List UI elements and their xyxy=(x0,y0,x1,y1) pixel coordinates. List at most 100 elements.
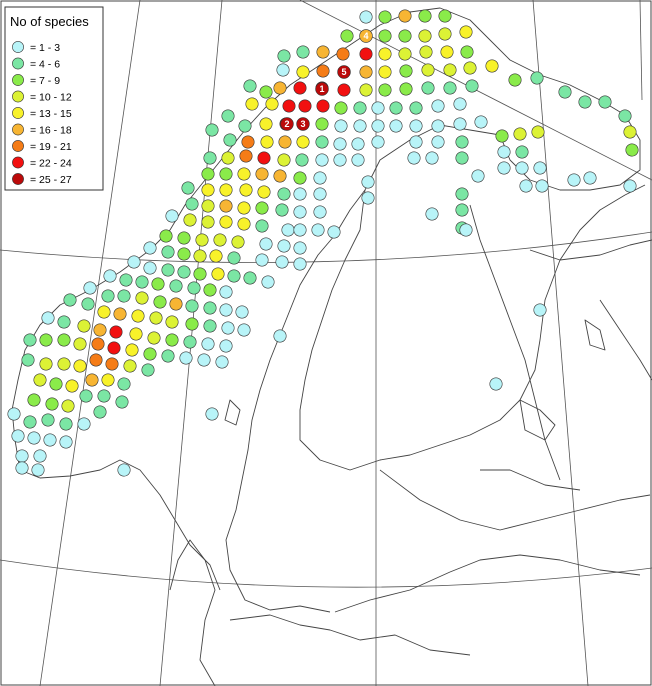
species-cell xyxy=(103,269,117,283)
coastline xyxy=(379,469,651,531)
species-cell xyxy=(115,395,129,409)
species-cell xyxy=(353,119,367,133)
species-cell xyxy=(497,161,511,175)
species-cell xyxy=(83,281,97,295)
species-cell xyxy=(187,281,201,295)
species-cell xyxy=(315,153,329,167)
species-cell xyxy=(101,289,115,303)
species-cell xyxy=(39,333,53,347)
species-cell xyxy=(273,81,287,95)
species-cell xyxy=(336,47,350,61)
graticule-line xyxy=(39,0,141,686)
species-cell xyxy=(45,397,59,411)
legend-label: = 19 - 21 xyxy=(30,141,72,153)
coastline xyxy=(519,399,556,441)
species-cell xyxy=(463,61,477,75)
graticule-line xyxy=(0,559,652,588)
species-cell xyxy=(460,45,474,59)
legend: No of species = 1 - 3 = 4 - 6 = 7 - 9 = 10 … xyxy=(4,6,104,191)
species-cell xyxy=(455,187,469,201)
species-cells xyxy=(7,9,639,477)
species-cell xyxy=(11,429,25,443)
species-cell xyxy=(334,101,348,115)
numbered-site-label: 3 xyxy=(300,119,305,129)
species-cell xyxy=(213,233,227,247)
species-cell xyxy=(237,217,251,231)
species-cell xyxy=(89,353,103,367)
species-cell xyxy=(333,153,347,167)
species-cell xyxy=(238,119,252,133)
species-cell xyxy=(141,363,155,377)
species-cell xyxy=(105,357,119,371)
species-cell xyxy=(293,187,307,201)
species-cell xyxy=(259,85,273,99)
species-cell xyxy=(598,95,612,109)
species-cell xyxy=(243,79,257,93)
coastline xyxy=(11,7,641,471)
species-cell xyxy=(227,269,241,283)
species-cell xyxy=(97,305,111,319)
species-cell xyxy=(165,315,179,329)
species-cell xyxy=(277,239,291,253)
numbered-site-marker xyxy=(296,117,310,131)
species-cell xyxy=(578,95,592,109)
legend-swatch xyxy=(12,90,24,103)
species-cell xyxy=(161,263,175,277)
species-cell xyxy=(438,9,452,23)
species-cell xyxy=(351,153,365,167)
legend-label: = 4 - 6 xyxy=(30,59,60,71)
species-cell xyxy=(201,183,215,197)
species-cell xyxy=(177,247,191,261)
numbered-sites: 1 2 3 4 5 xyxy=(280,29,373,131)
species-cell xyxy=(57,333,71,347)
species-cell xyxy=(531,125,545,139)
species-cell xyxy=(419,45,433,59)
species-cell xyxy=(181,181,195,195)
species-cell xyxy=(7,407,21,421)
species-cell xyxy=(129,327,143,341)
species-cell xyxy=(195,233,209,247)
species-cell xyxy=(59,417,73,431)
species-cell xyxy=(39,357,53,371)
numbered-site-marker xyxy=(337,65,351,79)
species-cell xyxy=(219,199,233,213)
species-cell xyxy=(41,311,55,325)
species-cell xyxy=(237,323,251,337)
species-cell xyxy=(255,219,269,233)
legend-swatch xyxy=(12,123,24,136)
species-cell xyxy=(465,79,479,93)
species-cell xyxy=(425,207,439,221)
species-cell xyxy=(201,215,215,229)
species-cell xyxy=(205,407,219,421)
species-cell xyxy=(389,101,403,115)
species-cell xyxy=(33,373,47,387)
species-cell xyxy=(371,101,385,115)
species-cell xyxy=(455,151,469,165)
species-cell xyxy=(221,151,235,165)
species-cell xyxy=(418,29,432,43)
species-cell xyxy=(418,9,432,23)
species-cell xyxy=(443,81,457,95)
species-cell xyxy=(177,265,191,279)
species-cell xyxy=(59,435,73,449)
species-cell xyxy=(159,229,173,243)
species-cell xyxy=(495,129,509,143)
species-cell xyxy=(203,319,217,333)
species-cell xyxy=(151,277,165,291)
species-cell xyxy=(485,59,499,73)
species-cell xyxy=(313,171,327,185)
species-cell xyxy=(273,169,287,183)
species-cell xyxy=(293,81,307,95)
species-cell xyxy=(33,449,47,463)
species-cell xyxy=(359,83,373,97)
species-cell xyxy=(237,167,251,181)
species-cell xyxy=(425,151,439,165)
species-cell xyxy=(61,399,75,413)
species-cell xyxy=(31,463,45,477)
species-cell xyxy=(313,205,327,219)
species-cell xyxy=(243,271,257,285)
species-cell xyxy=(293,241,307,255)
species-cell xyxy=(378,47,392,61)
